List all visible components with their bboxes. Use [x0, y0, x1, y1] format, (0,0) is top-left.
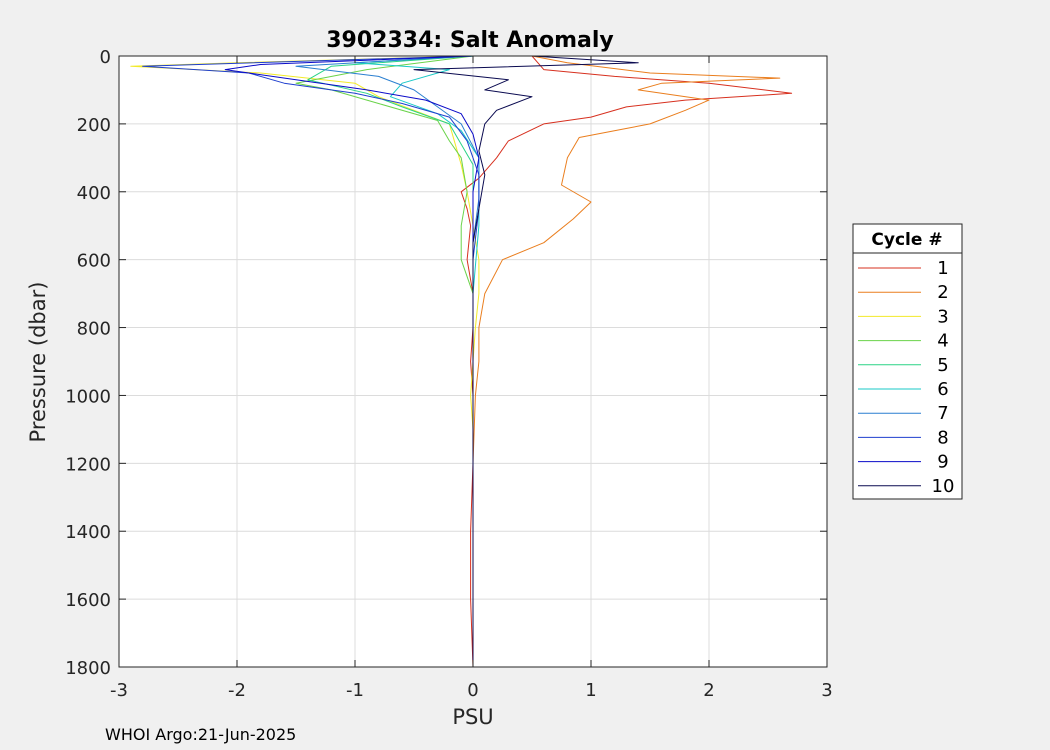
legend-label-9: 9	[937, 452, 948, 473]
x-tick-label: -1	[346, 680, 364, 701]
series-line-cycle-3	[130, 55, 480, 667]
y-tick-label: 1200	[65, 454, 111, 475]
legend-label-1: 1	[937, 258, 948, 279]
legend-box	[852, 223, 963, 500]
x-tick-label: 3	[821, 680, 832, 701]
legend-label-3: 3	[937, 306, 948, 327]
footer-credit: WHOI Argo:21-Jun-2025	[105, 725, 297, 744]
legend-label-6: 6	[937, 379, 948, 400]
y-tick-label: 1400	[65, 522, 111, 543]
x-tick-label: -2	[228, 680, 246, 701]
y-tick-label: 0	[100, 47, 111, 68]
x-tick-label: 1	[585, 680, 596, 701]
series-lines	[130, 55, 793, 668]
legend-entries: 1 2 3 4 5 6 7 8 9 10	[858, 258, 954, 497]
legend-label-5: 5	[937, 355, 948, 376]
series-line-cycle-10	[413, 55, 639, 667]
x-tick-label: 2	[703, 680, 714, 701]
y-axis-label: Pressure (dbar)	[26, 282, 50, 443]
x-tick-label: -3	[110, 680, 128, 701]
legend-label-4: 4	[937, 331, 948, 352]
x-tick-label: 0	[467, 680, 478, 701]
y-tick-label: 1000	[65, 386, 111, 407]
chart-title: 3902334: Salt Anomaly	[326, 28, 613, 53]
y-tick-label: 600	[77, 251, 111, 272]
legend-label-7: 7	[937, 403, 948, 424]
legend-label-8: 8	[937, 427, 948, 448]
legend-label-10: 10	[932, 476, 955, 497]
y-tick-label: 800	[77, 319, 111, 340]
y-tick-label: 1600	[65, 590, 111, 611]
y-tick-label: 1800	[65, 658, 111, 679]
series-line-cycle-2	[472, 55, 781, 667]
axis-ticks: -3 -2 -1 0 1 2 3 0 200 400 600 800 1000 1200 1400 1600 1…	[65, 47, 833, 701]
legend-title: Cycle #	[871, 230, 942, 250]
y-tick-label: 400	[77, 183, 111, 204]
legend-label-2: 2	[937, 282, 948, 303]
y-tick-label: 200	[77, 115, 111, 136]
x-axis-label: PSU	[452, 705, 493, 729]
legend: Cycle # 1 2 3 4 5 6 7 8 9 10	[852, 223, 963, 500]
